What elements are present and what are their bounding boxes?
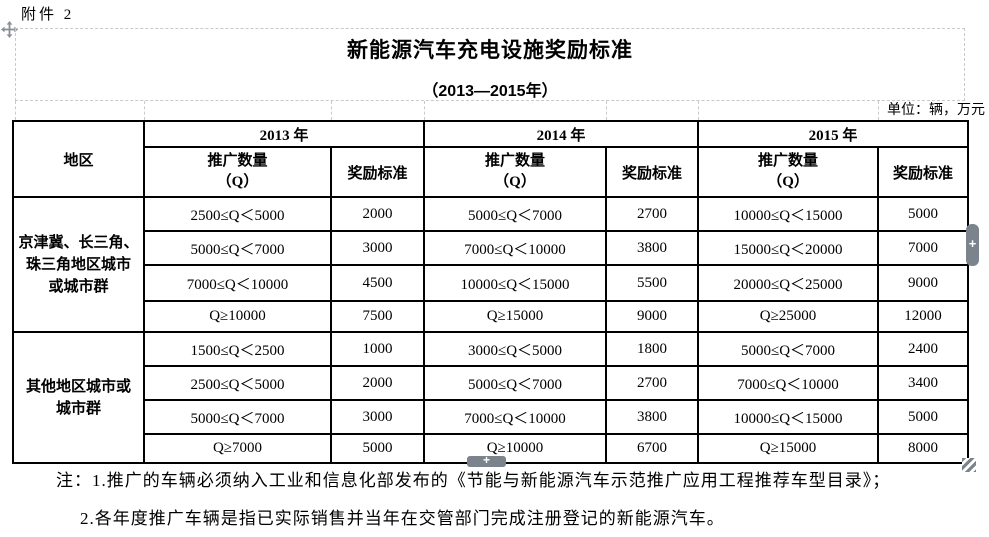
reward-standards-table: 地区 2013 年 2014 年 2015 年 推广数量 （Q） 奖励标准 推广… [12, 120, 970, 464]
promotion-quantity-cell: 15000≤Q＜20000 [697, 230, 880, 266]
reward-value-cell: 5500 [605, 264, 700, 302]
insert-column-handle[interactable]: + [966, 224, 979, 266]
promotion-quantity-cell: 10000≤Q＜15000 [697, 399, 880, 435]
promotion-quantity-cell: 7000≤Q＜10000 [423, 230, 608, 266]
note-text-2: 2.各年度推广车辆是指已实际销售并当年在交管部门完成注册登记的新能源汽车。 [80, 509, 725, 528]
promotion-quantity-cell: Q≥10000 [423, 433, 608, 464]
reward-value-cell: 2000 [329, 196, 426, 232]
region-name-cell: 京津冀、长三角、 珠三角地区城市 或城市群 [12, 196, 145, 333]
promotion-quantity-cell: 1500≤Q＜2500 [143, 331, 332, 367]
promotion-quantity-cell: 7000≤Q＜10000 [697, 365, 880, 401]
promotion-quantity-cell: Q≥25000 [697, 300, 880, 333]
note-line-1: 注：1.推广的车辆必须纳入工业和信息化部发布的《节能与新能源汽车示范推广应用工程… [56, 466, 986, 491]
year-2015-header: 2015 年 [697, 120, 970, 148]
promotion-quantity-cell: 10000≤Q＜15000 [697, 196, 880, 232]
reward-value-cell: 6700 [605, 433, 700, 464]
reward-value-cell: 4500 [329, 264, 426, 302]
year-2014-header: 2014 年 [423, 120, 700, 148]
year-header-row: 地区 2013 年 2014 年 2015 年 [12, 120, 970, 198]
reward-value-cell: 1800 [605, 331, 700, 367]
table-row: 2500≤Q＜5000 2000 5000≤Q＜7000 2700 7000≤Q＜100… [13, 365, 970, 401]
promotion-quantity-cell: 7000≤Q＜10000 [423, 399, 608, 435]
table-row: 5000≤Q＜7000 3000 7000≤Q＜10000 3800 15000≤Q＜2… [13, 230, 970, 266]
table-header: 地区 2013 年 2014 年 2015 年 推广数量 （Q） 奖励标准 推广… [12, 120, 970, 198]
reward-value-cell: 2000 [329, 365, 426, 401]
page-title: 新能源汽车充电设施奖励标准 [347, 39, 633, 62]
qty-header-2015: 推广数量 （Q） [697, 146, 880, 198]
gridline [878, 101, 879, 120]
promotion-quantity-cell: Q≥15000 [697, 433, 880, 464]
promotion-quantity-cell: 2500≤Q＜5000 [143, 196, 332, 232]
promotion-quantity-cell: 5000≤Q＜7000 [143, 399, 332, 435]
plus-icon: + [482, 453, 490, 467]
promotion-quantity-cell: 5000≤Q＜7000 [423, 365, 608, 401]
reward-value-cell: 2400 [877, 331, 970, 367]
gridline [698, 101, 699, 120]
reward-value-cell: 9000 [877, 264, 970, 302]
page-subtitle: （2013—2015年） [422, 83, 558, 100]
reward-value-cell: 12000 [877, 300, 970, 333]
unit-label: 单位：辆，万元 [883, 101, 985, 120]
reward-header-2013: 奖励标准 [329, 146, 426, 198]
gridline [331, 101, 332, 120]
table-row: Q≥10000 7500 Q≥15000 9000 Q≥25000 12000 [13, 300, 970, 333]
gridline [144, 101, 145, 120]
reward-header-2014: 奖励标准 [605, 146, 700, 198]
reward-header-2015: 奖励标准 [877, 146, 970, 198]
table-row: 其他地区城市或 城市群 1500≤Q＜2500 1000 3000≤Q＜5000 180… [12, 331, 970, 464]
promotion-quantity-cell: Q≥7000 [143, 433, 332, 464]
reward-value-cell: 3800 [605, 230, 700, 266]
promotion-quantity-cell: 2500≤Q＜5000 [143, 365, 332, 401]
reward-value-cell: 7000 [877, 230, 970, 266]
year-2013-header: 2013 年 [142, 120, 426, 148]
attachment-label: 附件 2 [21, 7, 75, 23]
reward-value-cell: 2700 [605, 365, 700, 401]
qty-header-2013: 推广数量 （Q） [143, 146, 332, 198]
reward-value-cell: 3400 [877, 365, 970, 401]
reward-value-cell: 9000 [605, 300, 700, 333]
reward-value-cell: 1000 [329, 331, 426, 367]
gridline [606, 101, 607, 120]
promotion-quantity-cell: 20000≤Q＜25000 [697, 264, 880, 302]
table-row: 5000≤Q＜7000 3000 7000≤Q＜10000 3800 10000≤Q＜1… [13, 399, 970, 435]
reward-value-cell: 7500 [329, 300, 426, 333]
promotion-quantity-cell: 5000≤Q＜7000 [423, 196, 608, 232]
promotion-quantity-cell: 7000≤Q＜10000 [143, 264, 332, 302]
reward-value-cell: 2700 [605, 196, 700, 232]
sub-header-row: 推广数量 （Q） 奖励标准 推广数量 （Q） 奖励标准 推广数量 （Q） 奖励标… [13, 146, 970, 198]
table-row: 7000≤Q＜10000 4500 10000≤Q＜15000 5500 20000≤Q… [13, 264, 970, 302]
title-area: 新能源汽车充电设施奖励标准 （2013—2015年） [15, 28, 965, 101]
reward-table-body: 京津冀、长三角、 珠三角地区城市 或城市群 2500≤Q＜5000 2000 5000… [12, 196, 970, 464]
reward-value-cell: 5000 [329, 433, 426, 464]
promotion-quantity-cell: Q≥10000 [143, 300, 332, 333]
region-column-header: 地区 [12, 120, 145, 198]
reward-value-cell: 3000 [329, 399, 426, 435]
reward-value-cell: 3800 [605, 399, 700, 435]
table-row: 京津冀、长三角、 珠三角地区城市 或城市群 2500≤Q＜5000 2000 5000… [12, 196, 970, 333]
promotion-quantity-cell: 5000≤Q＜7000 [143, 230, 332, 266]
region-name-cell: 其他地区城市或 城市群 [12, 331, 145, 464]
gridline [424, 101, 425, 120]
qty-header-2014: 推广数量 （Q） [423, 146, 608, 198]
reward-value-cell: 3000 [329, 230, 426, 266]
promotion-quantity-cell: 5000≤Q＜7000 [697, 331, 880, 367]
insert-row-handle[interactable]: + [467, 453, 506, 467]
unit-row-gridlines [15, 101, 965, 120]
reward-value-cell: 5000 [877, 399, 970, 435]
note-prefix: 注： [56, 471, 92, 490]
table-row: Q≥7000 5000 Q≥10000 6700 Q≥15000 8000 [13, 433, 970, 464]
plus-icon: + [968, 236, 977, 251]
promotion-quantity-cell: 3000≤Q＜5000 [423, 331, 608, 367]
reward-value-cell: 5000 [877, 196, 970, 232]
reward-value-cell: 8000 [877, 433, 970, 464]
note-text-1: 1.推广的车辆必须纳入工业和信息化部发布的《节能与新能源汽车示范推广应用工程推荐… [92, 471, 891, 490]
note-line-2: 2.各年度推广车辆是指已实际销售并当年在交管部门完成注册登记的新能源汽车。 [80, 504, 980, 529]
promotion-quantity-cell: Q≥15000 [423, 300, 608, 333]
promotion-quantity-cell: 10000≤Q＜15000 [423, 264, 608, 302]
table-resize-grip-icon[interactable] [962, 458, 976, 472]
